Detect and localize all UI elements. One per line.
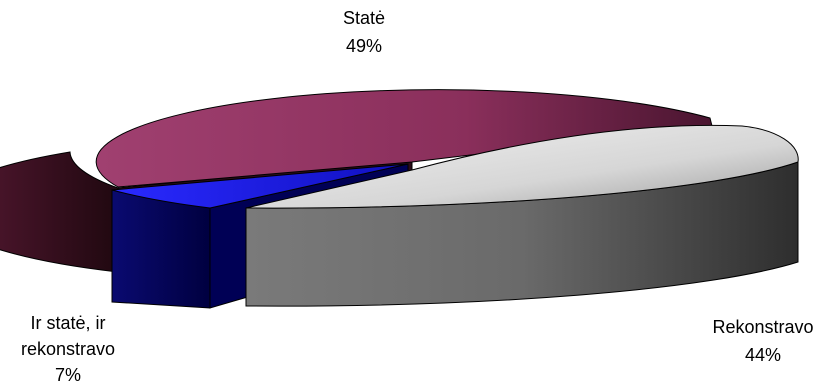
slice-side-state bbox=[0, 151, 119, 273]
label-rekonstravo-name: Rekonstravo bbox=[712, 317, 813, 337]
label-state: Statė 49% bbox=[343, 8, 385, 56]
label-ir-line1: Ir statė, ir bbox=[30, 313, 105, 333]
label-state-name: Statė bbox=[343, 8, 385, 28]
label-rekonstravo: Rekonstravo 44% bbox=[712, 317, 813, 365]
label-ir-line2: rekonstravo bbox=[21, 339, 115, 359]
pie-slice-rekonstravo bbox=[245, 124, 799, 307]
slice-top-state bbox=[95, 89, 713, 188]
slice-top-blue bbox=[111, 163, 409, 209]
label-ir-state-ir-rekonstravo: Ir statė, ir rekonstravo 7% bbox=[21, 313, 115, 384]
slice-side-blue bbox=[111, 189, 211, 309]
label-state-value: 49% bbox=[346, 36, 382, 56]
label-rekonstravo-value: 44% bbox=[745, 345, 781, 365]
label-ir-value: 7% bbox=[55, 365, 81, 384]
slice-top-gray bbox=[245, 124, 799, 209]
